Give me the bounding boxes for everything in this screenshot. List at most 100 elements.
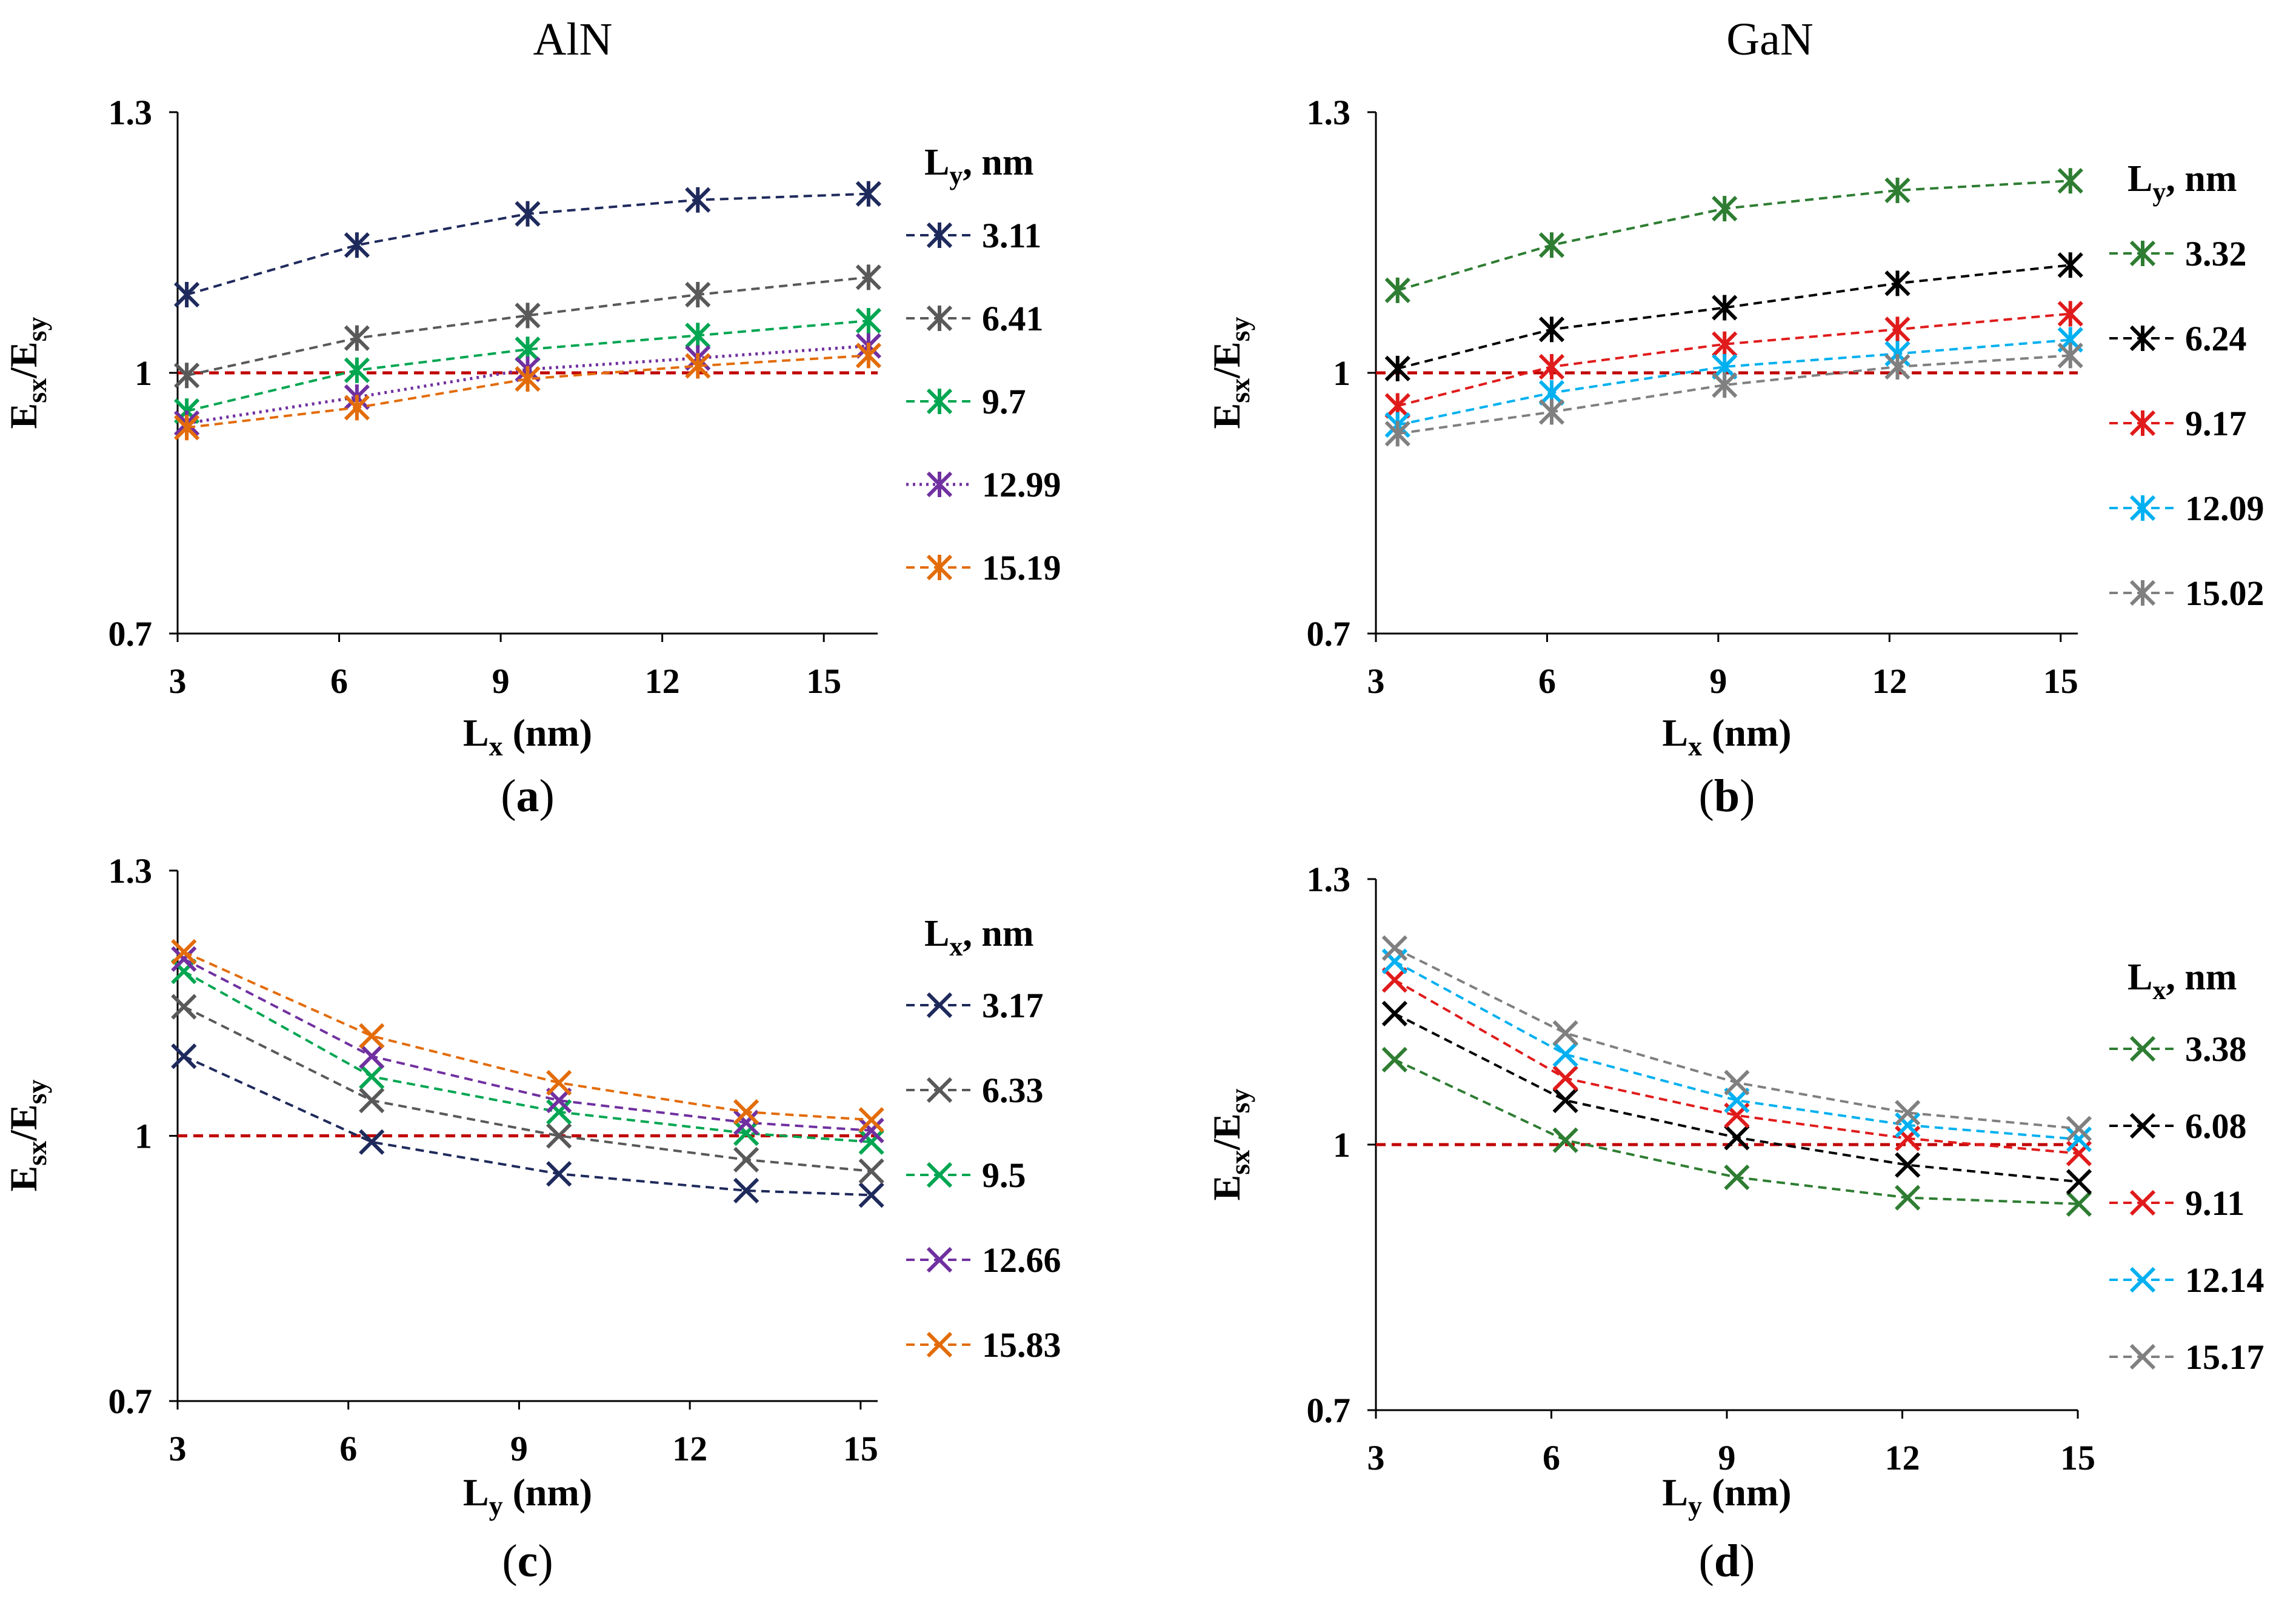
legend-label: 12.09: [2185, 489, 2264, 528]
y-tick-label: 1: [1333, 353, 1350, 393]
data-point: [359, 1023, 385, 1049]
x-tick-label: 15: [2060, 1438, 2095, 1477]
series-6.24: [1384, 252, 2083, 381]
x-tick-label: 6: [330, 661, 348, 701]
data-point: [2057, 301, 2083, 327]
data-point: [685, 323, 711, 349]
data-point: [1712, 331, 1738, 357]
chart-panel-b: 0.7 1 1.3 3 6 9 12 15 3.32 6.24 9.17 12.09 15.02 Ly, …: [1205, 93, 2264, 821]
x-tick-label: 6: [1543, 1438, 1560, 1477]
series-line: [186, 276, 869, 377]
data-point: [1381, 1046, 1408, 1072]
y-tick-label: 1.3: [1307, 93, 1351, 132]
data-point: [515, 366, 541, 392]
data-point: [855, 307, 882, 334]
column-title-gan: GaN: [1726, 14, 1814, 65]
data-point: [858, 1182, 884, 1208]
legend-marker: [2129, 580, 2156, 606]
legend-marker: [926, 222, 953, 249]
legend-title: Ly, nm: [2127, 158, 2237, 207]
legend-marker: [926, 471, 953, 498]
panel-label: (b): [1699, 771, 1755, 821]
panel-label: (c): [502, 1536, 553, 1587]
legend-marker: [2129, 325, 2156, 352]
x-axis-label: Lx (nm): [1662, 711, 1791, 761]
legend-entry: 9.5: [906, 1156, 1026, 1195]
legend-marker: [926, 388, 953, 415]
data-point: [1384, 277, 1410, 303]
data-point: [515, 303, 541, 329]
legend-marker: [2129, 1266, 2156, 1293]
legend-entry: 15.19: [906, 548, 1061, 587]
legend-marker: [2129, 1343, 2156, 1370]
series-6.41: [173, 264, 882, 389]
y-tick-label: 0.7: [108, 614, 153, 654]
x-tick-label: 9: [492, 661, 510, 701]
data-point: [173, 363, 200, 389]
y-axis-label: Esx/Esy: [2, 317, 52, 429]
series-3.32: [1384, 168, 2083, 303]
x-axis-label: Ly (nm): [463, 1471, 592, 1521]
data-point: [855, 343, 882, 369]
data-point: [1384, 421, 1410, 447]
data-point: [1884, 177, 1911, 204]
data-point: [1712, 195, 1738, 222]
data-point: [515, 201, 541, 227]
y-tick-label: 1.3: [108, 851, 153, 891]
legend-marker: [2129, 1112, 2156, 1139]
series-line: [1397, 312, 2071, 407]
series-9.17: [1384, 301, 2083, 419]
data-point: [359, 1088, 385, 1114]
legend-marker: [926, 992, 953, 1019]
legend-label: 15.19: [982, 548, 1061, 587]
x-tick-label: 15: [2043, 661, 2078, 701]
legend-marker: [2129, 1189, 2156, 1216]
legend-title: Lx, nm: [924, 913, 1034, 962]
data-point: [2057, 168, 2083, 194]
series-15.83: [171, 939, 884, 1133]
legend-label: 9.5: [982, 1156, 1026, 1195]
y-axis-label: Esx/Esy: [2, 1080, 52, 1192]
x-tick-label: 3: [169, 661, 187, 701]
x-axis-label: Lx (nm): [463, 711, 592, 761]
legend-entry: 9.7: [906, 382, 1026, 421]
series-15.19: [173, 343, 882, 441]
legend-marker: [926, 554, 953, 581]
legend-marker: [926, 1246, 953, 1273]
legend-label: 12.66: [982, 1240, 1061, 1280]
legend-label: 12.99: [982, 465, 1061, 504]
legend-label: 3.17: [982, 986, 1044, 1025]
data-point: [2057, 252, 2083, 278]
data-point: [344, 325, 370, 351]
x-tick-label: 9: [1718, 1438, 1736, 1477]
legend-label: 15.02: [2185, 574, 2264, 613]
data-point: [733, 1099, 759, 1125]
series-line: [186, 354, 869, 429]
legend-entry: 15.17: [2109, 1337, 2264, 1377]
data-point: [2066, 1116, 2092, 1142]
data-point: [359, 1129, 385, 1155]
series-15.17: [1381, 935, 2092, 1142]
data-point: [858, 1117, 884, 1143]
data-point: [171, 1043, 197, 1069]
data-point: [1538, 353, 1565, 380]
x-tick-label: 9: [510, 1429, 528, 1468]
data-point: [2066, 1191, 2092, 1217]
legend-entry: 12.09: [2109, 489, 2264, 528]
series-line: [186, 344, 869, 425]
series-line: [1397, 338, 2071, 426]
data-point: [1538, 232, 1565, 258]
legend-entry: 6.24: [2109, 319, 2247, 358]
data-point: [344, 395, 370, 421]
data-point: [1712, 372, 1738, 398]
data-point: [1381, 935, 1408, 962]
data-point: [1712, 295, 1738, 321]
x-axis-label: Ly (nm): [1662, 1471, 1791, 1521]
data-point: [733, 1120, 759, 1146]
legend-marker: [2129, 495, 2156, 521]
legend-label: 9.11: [2185, 1183, 2244, 1223]
y-tick-label: 1: [135, 353, 152, 393]
legend-marker: [926, 305, 953, 332]
data-point: [546, 1069, 572, 1096]
data-point: [173, 281, 200, 308]
